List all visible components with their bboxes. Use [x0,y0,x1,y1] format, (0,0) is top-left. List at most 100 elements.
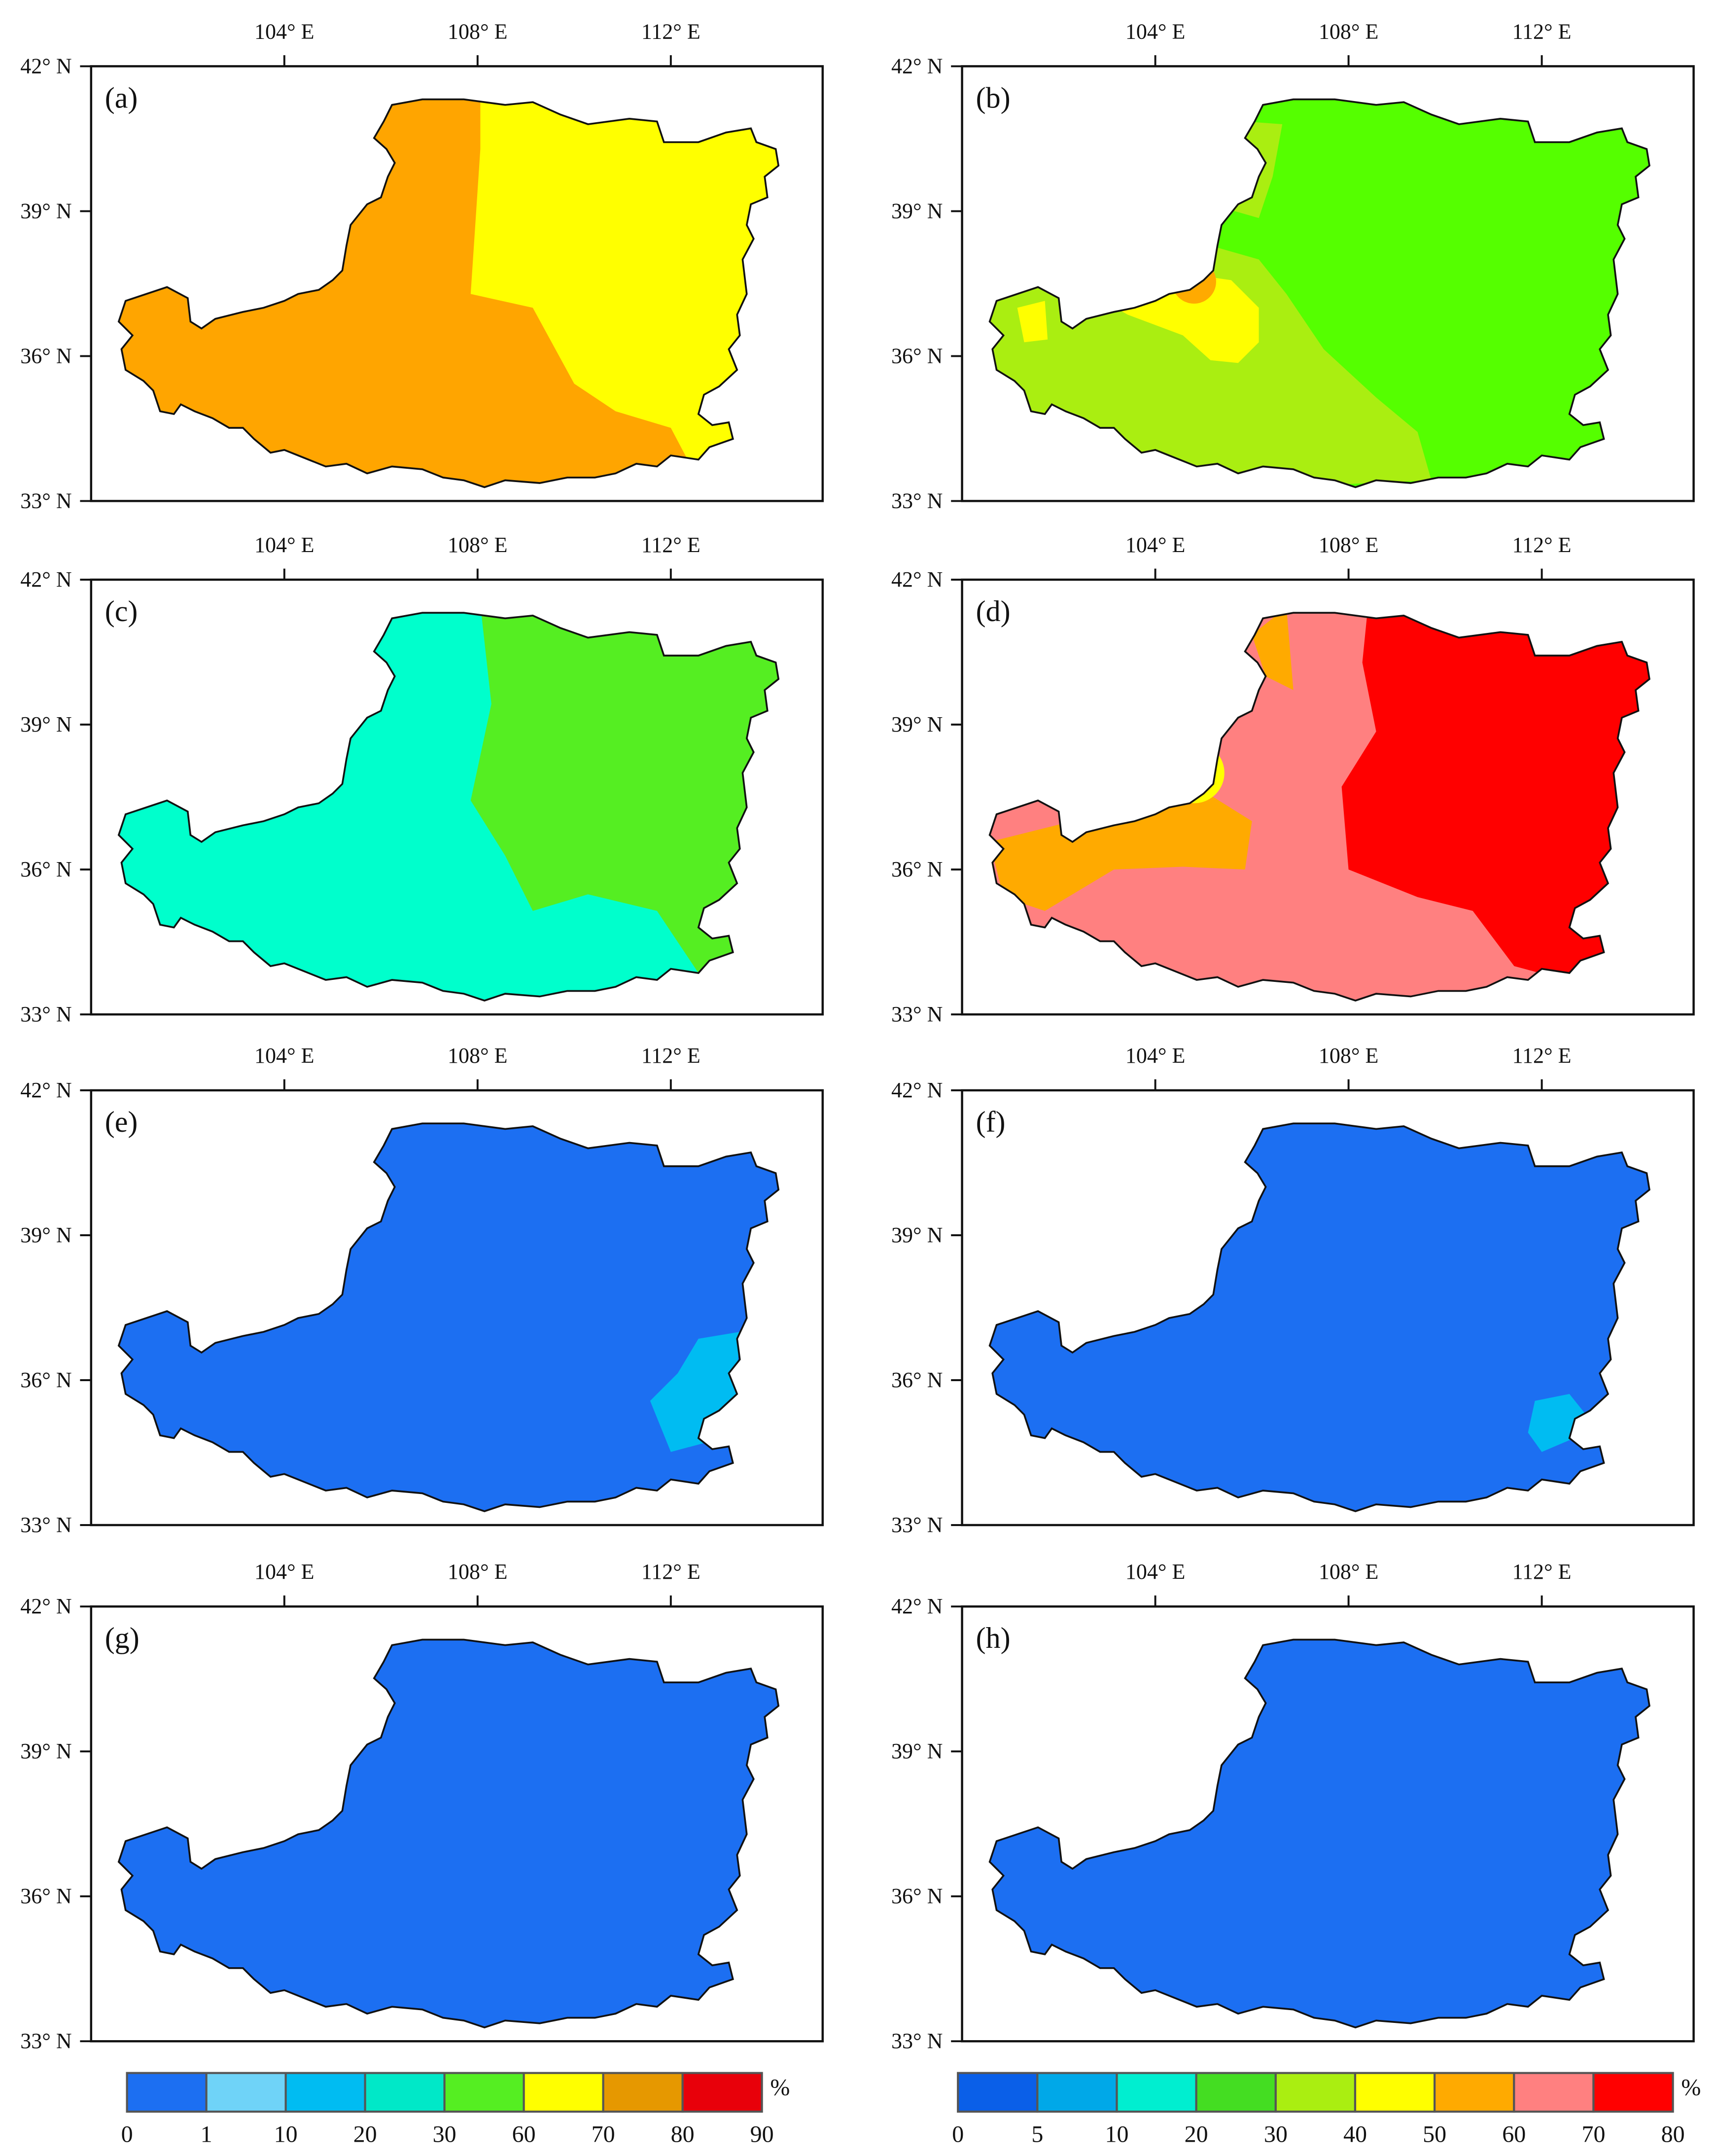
map-fill [989,613,1649,1001]
lon-tick-label: 108° E [448,1043,507,1068]
lat-tick-label: 36° N [891,1884,943,1908]
lat-tick-label: 33° N [20,2029,71,2053]
lon-tick-label: 112° E [1512,19,1572,43]
region-boundary [988,1122,1650,1512]
lon-tick-label: 104° E [1125,533,1185,557]
lon-tick-label: 112° E [1512,533,1572,557]
lon-tick-label: 108° E [1319,533,1378,557]
lat-tick-label: 39° N [20,1739,71,1763]
colorbar-tick-label: 60 [1502,2121,1526,2148]
zone-base [118,1639,779,2028]
colorbar-swatch [1195,2072,1277,2113]
panel-label: (c) [105,595,138,627]
map-panel-d: (d) 104° E 108° E 112° E 42° N 39° N 36° N 33° … [891,533,1695,1026]
colorbar-swatch [1354,2072,1436,2113]
lat-tick-label: 36° N [891,1368,943,1392]
lat-tick-label: 33° N [891,1002,943,1026]
lon-tick-label: 104° E [254,19,314,43]
map-fill [989,1123,1649,1511]
map-panel-a: (a) 104° E 108° E 112° E 42° N 39° N 36° N 33° … [20,19,824,513]
lon-tick-label: 104° E [254,533,314,557]
map-fill [118,613,779,1001]
panel-label: (d) [976,595,1011,627]
zone-green [1177,762,1202,787]
region-boundary [988,612,1650,1002]
zone-orange [989,787,1252,911]
map-fill [118,1123,779,1511]
lon-tick-label: 108° E [1319,1560,1378,1584]
map-fill [118,99,779,487]
colorbar-tick-label: 0 [121,2121,133,2148]
map-frame [961,1605,1695,2043]
lat-tick-label: 39° N [20,1223,71,1247]
map-panel-f: (f) 104° E 108° E 112° E 42° N 39° N 36° N 33° … [891,1043,1695,1537]
lat-tick-label: 42° N [891,567,943,591]
zone-base [118,1123,779,1511]
map-frame [90,1089,824,1527]
lat-tick-label: 36° N [20,344,71,368]
lon-tick-label: 108° E [1319,1043,1378,1068]
colorbar-unit: % [1681,2074,1701,2100]
colorbar-tick-label: 40 [1343,2121,1367,2148]
colorbar-swatch [364,2072,446,2113]
region-boundary [117,98,780,488]
lat-tick-label: 42° N [20,54,71,78]
region-boundary [988,1638,1650,2029]
lat-tick-label: 33° N [891,1513,943,1537]
lat-tick-label: 33° N [20,1513,71,1537]
lat-tick-label: 42° N [20,567,71,591]
lon-tick-label: 104° E [254,1043,314,1068]
lat-tick-label: 39° N [20,199,71,223]
lon-tick-label: 104° E [1125,1560,1185,1584]
colorbar-swatch [443,2072,525,2113]
map-frame [961,578,1695,1016]
panel-label: (b) [976,81,1011,114]
colorbar-tick-label: 70 [592,2121,615,2148]
panel-label: (h) [976,1622,1011,1654]
zone-orange-north [1252,613,1294,690]
lat-tick-label: 33° N [20,1002,71,1026]
colorbar-swatch [284,2072,366,2113]
colorbar-swatch [1274,2072,1357,2113]
lat-tick-label: 33° N [891,488,943,513]
map-frame [90,65,824,502]
colorbar-tick-label: 1 [201,2121,212,2148]
colorbar-swatch [1592,2072,1674,2113]
zone-base [989,1123,1649,1511]
panel-label: (a) [105,81,138,114]
lat-tick-label: 36° N [891,857,943,881]
lat-tick-label: 42° N [20,1078,71,1102]
colorbar-tick-label: 20 [1185,2121,1208,2148]
colorbar-swatch [1513,2072,1595,2113]
map-panel-e: (e) 104° E 108° E 112° E 42° N 39° N 36° N 33° … [20,1043,824,1537]
colorbar-tick-label: 5 [1031,2121,1043,2148]
panel-label: (e) [105,1106,138,1138]
colorbar-swatch [681,2072,763,2113]
lon-tick-label: 112° E [641,1043,700,1068]
colorbar-swatch [523,2072,604,2113]
lat-tick-label: 36° N [20,857,71,881]
colorbar-tick-label: 30 [1264,2121,1288,2148]
colorbar-swatch [602,2072,684,2113]
map-panel-g: (g) 104° E 108° E 112° E 42° N 39° N 36° N 33° … [20,1560,824,2053]
colorbar-right: 0 5 10 20 30 40 50 60 70 80% [952,2072,1701,2148]
lat-tick-label: 33° N [20,488,71,513]
lon-tick-label: 104° E [1125,1043,1185,1068]
lat-tick-label: 39° N [20,712,71,736]
colorbar-swatch [1116,2072,1197,2113]
colorbar-swatch [126,2072,208,2113]
lat-tick-label: 39° N [891,1223,943,1247]
map-frame [961,65,1695,502]
lat-tick-label: 42° N [891,1078,943,1102]
lat-tick-label: 39° N [891,1739,943,1763]
lon-tick-label: 108° E [448,533,507,557]
zone-orange [1172,259,1216,304]
region-boundary [117,1122,780,1512]
lon-tick-label: 108° E [448,1560,507,1584]
zone-base [989,1639,1649,2028]
colorbar-tick-label: 30 [433,2121,456,2148]
colorbar-swatch [957,2072,1039,2113]
map-frame [90,1605,824,2043]
region-boundary [117,1638,780,2029]
